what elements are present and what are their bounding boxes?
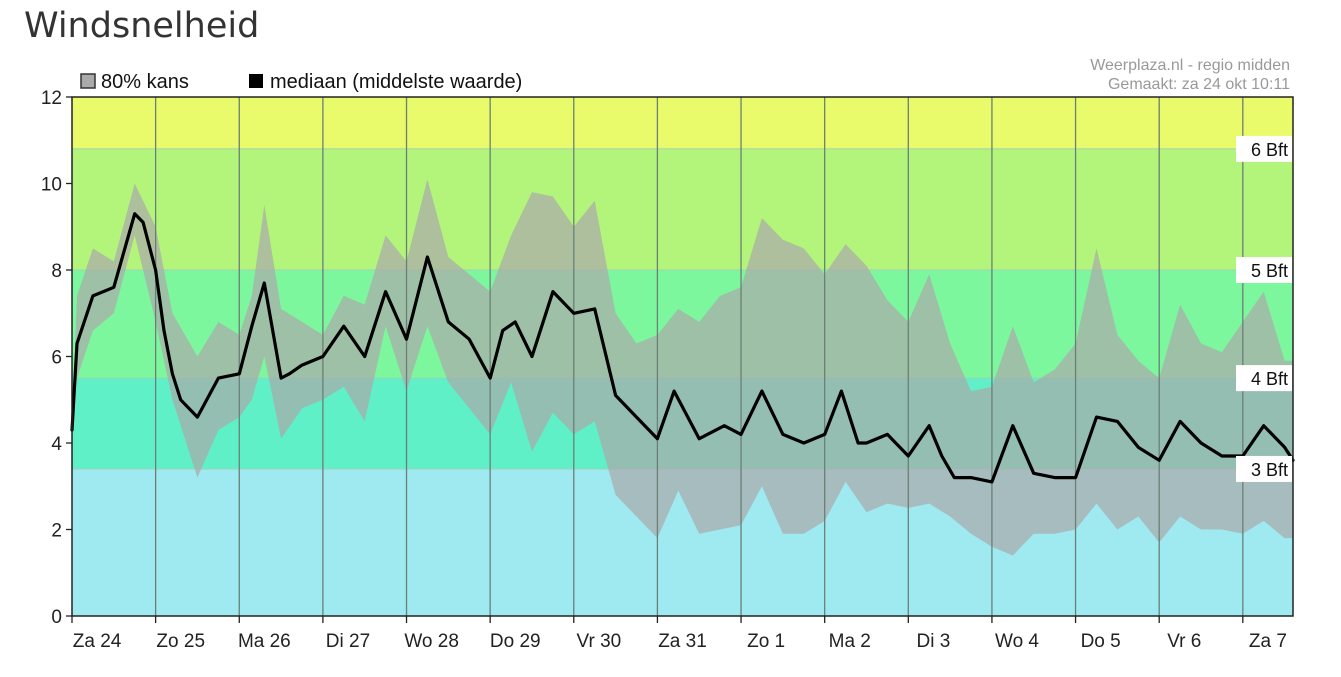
x-tick-label-8: Zo 1 bbox=[747, 631, 785, 652]
legend-swatch-band bbox=[80, 73, 96, 89]
x-tick-label-1: Zo 25 bbox=[156, 631, 205, 652]
legend-label-median: mediaan (middelste waarde) bbox=[270, 71, 522, 93]
y-tick-label-10: 10 bbox=[41, 175, 62, 196]
y-tick-label-6: 6 bbox=[51, 348, 62, 369]
bft-label-1: 4 Bft bbox=[1236, 365, 1292, 392]
beaufort-labels: 3 Bft 4 Bft 5 Bft 6 Bft bbox=[1236, 135, 1292, 482]
x-tick-label-0: Za 24 bbox=[73, 631, 122, 652]
x-tick-label-2: Ma 26 bbox=[238, 631, 291, 652]
bft-label-text: 6 Bft bbox=[1251, 140, 1288, 160]
credit-line-0: Weerplaza.nl - regio midden bbox=[1090, 57, 1290, 74]
wind-band-4 bbox=[72, 97, 1293, 149]
y-tick-label-0: 0 bbox=[51, 607, 62, 628]
bft-label-bg bbox=[1236, 135, 1292, 162]
y-tick-label-2: 2 bbox=[51, 521, 62, 542]
x-tick-label-6: Vr 30 bbox=[577, 631, 622, 652]
credit-line-1: Gemaakt: za 24 okt 10:11 bbox=[1108, 76, 1290, 93]
y-tick-label-4: 4 bbox=[51, 434, 62, 455]
bft-label-0: 3 Bft bbox=[1236, 455, 1292, 482]
x-tick-label-3: Di 27 bbox=[326, 631, 370, 652]
page-title: Windsnelheid bbox=[24, 6, 260, 46]
y-tick-label-8: 8 bbox=[51, 261, 62, 282]
x-tick-label-13: Vr 6 bbox=[1167, 631, 1201, 652]
bft-label-text: 5 Bft bbox=[1251, 261, 1288, 281]
confidence-band-layer bbox=[72, 179, 1293, 556]
day-gridlines bbox=[154, 97, 1244, 616]
bft-label-bg bbox=[1236, 257, 1292, 283]
median-line bbox=[70, 212, 1295, 484]
x-tick-label-14: Za 7 bbox=[1249, 631, 1287, 652]
credit: Weerplaza.nl - regio midden Gemaakt: za 2… bbox=[1090, 57, 1290, 93]
legend-label-band: 80% kans bbox=[101, 71, 189, 93]
x-tick-label-10: Di 3 bbox=[916, 631, 950, 652]
axes: 0 2 4 6 8 10 12 Za 24 Zo 25 Ma 26 Di 27 Wo 28 Do 29 V… bbox=[41, 88, 1294, 652]
bft-label-3: 6 Bft bbox=[1236, 135, 1292, 162]
x-tick-label-9: Ma 2 bbox=[829, 631, 871, 652]
legend: 80% kans mediaan (middelste waarde) bbox=[80, 71, 522, 93]
x-tick-label-11: Wo 4 bbox=[995, 631, 1039, 652]
x-tick-label-7: Za 31 bbox=[658, 631, 707, 652]
bft-label-2: 5 Bft bbox=[1236, 257, 1292, 283]
bft-label-bg bbox=[1236, 455, 1292, 482]
y-tick-label-12: 12 bbox=[41, 88, 62, 109]
confidence-band-80 bbox=[72, 179, 1293, 556]
x-tick-label-4: Wo 28 bbox=[404, 631, 459, 652]
wind-band-3 bbox=[72, 148, 1293, 270]
median-line-layer bbox=[70, 212, 1295, 484]
x-tick-label-5: Do 29 bbox=[490, 631, 541, 652]
bft-label-bg bbox=[1236, 365, 1292, 392]
bft-label-text: 4 Bft bbox=[1251, 369, 1288, 389]
x-tick-label-12: Do 5 bbox=[1081, 631, 1121, 652]
bft-label-text: 3 Bft bbox=[1251, 460, 1288, 480]
legend-swatch-median bbox=[249, 74, 263, 88]
